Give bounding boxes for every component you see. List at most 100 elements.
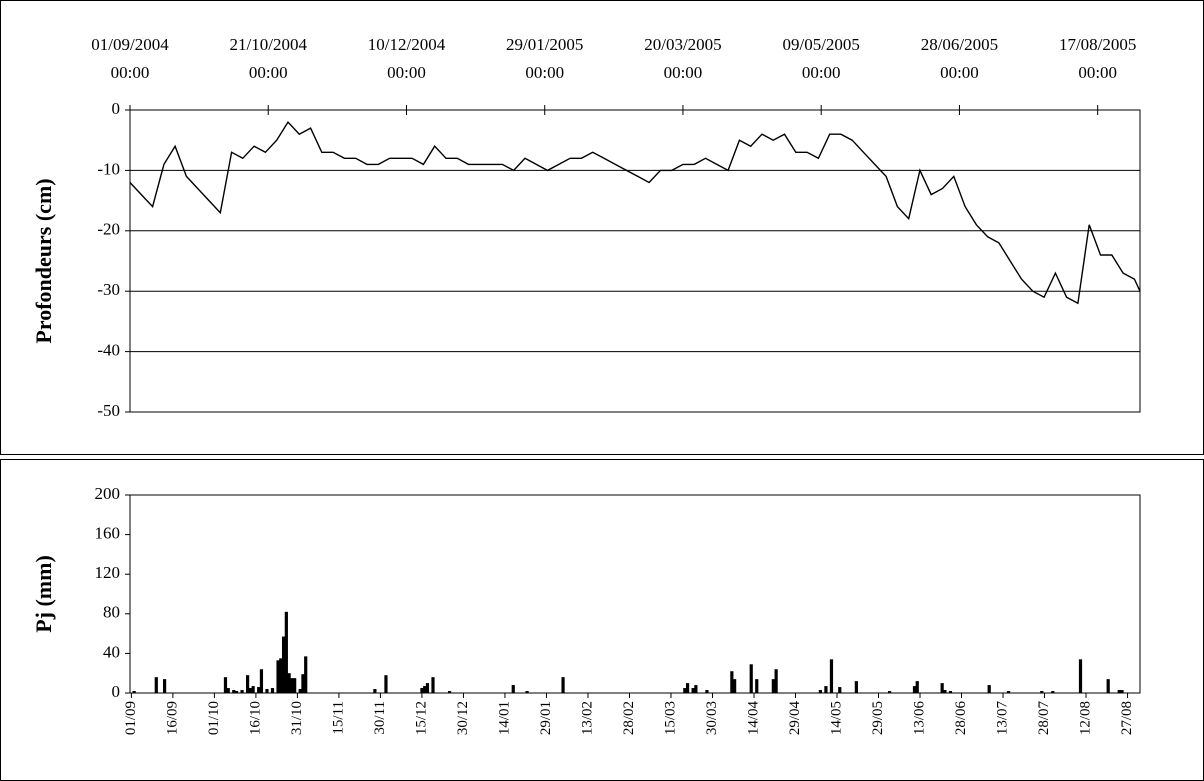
x-tick-label: 14/01 <box>496 701 512 735</box>
x-tick-label-line: 09/05/2005 <box>782 35 859 54</box>
x-tick-label: 13/06 <box>911 701 927 736</box>
bar <box>276 660 280 693</box>
bar <box>774 669 778 693</box>
y-tick-label: 40 <box>103 642 120 661</box>
x-tick-label: 14/05 <box>828 701 844 735</box>
plot-frame <box>129 494 1141 694</box>
bar <box>384 675 388 693</box>
x-tick-label-line: 17/08/2005 <box>1059 35 1136 54</box>
bar <box>1040 691 1044 693</box>
bar <box>246 675 250 693</box>
x-tick-label-line: 00:00 <box>940 63 979 82</box>
x-tick-label: 29/05 <box>870 701 886 735</box>
bar <box>730 671 734 693</box>
y-tick-label: 200 <box>95 484 121 503</box>
bar <box>234 691 239 693</box>
bar <box>287 673 291 693</box>
bar <box>251 686 255 693</box>
x-tick-label-line: 00:00 <box>664 63 703 82</box>
plot-frame <box>129 109 1141 413</box>
bar <box>824 686 828 693</box>
x-tick-label: 01/10 <box>206 701 222 735</box>
bar <box>1117 690 1121 693</box>
y-tick-label: -10 <box>97 159 120 178</box>
x-tick-label-line: 00:00 <box>1078 63 1117 82</box>
y-tick-label: -40 <box>97 341 120 360</box>
bar <box>284 611 288 693</box>
bar <box>771 679 775 693</box>
y-axis-title: Pj (mm) <box>31 555 56 633</box>
bar <box>525 691 529 693</box>
x-tick-label-line: 28/06/2005 <box>921 35 998 54</box>
bar <box>293 678 297 693</box>
bar <box>1006 691 1011 693</box>
x-tick-label: 13/07 <box>994 701 1010 736</box>
x-tick-label-line: 00:00 <box>111 63 150 82</box>
y-tick-label: 120 <box>95 563 121 582</box>
x-tick-label: 20/03/2005 00:00 <box>644 35 721 82</box>
x-tick-label: 29/04 <box>787 701 803 736</box>
bar <box>733 679 737 693</box>
x-tick-label: 12/08 <box>1077 701 1093 735</box>
bar <box>304 656 308 693</box>
bar <box>1078 659 1083 693</box>
bar <box>431 677 435 693</box>
x-tick-label: 29/01 <box>538 701 554 735</box>
bar <box>818 690 822 693</box>
x-tick-label: 15/11 <box>330 701 346 735</box>
bar <box>301 674 305 693</box>
bar <box>912 686 917 693</box>
x-tick-label: 29/01/2005 00:00 <box>506 35 583 82</box>
bar <box>755 679 759 693</box>
bar <box>232 690 236 693</box>
bar <box>705 690 709 693</box>
x-tick-label: 15/03 <box>662 701 678 735</box>
x-tick-label: 09/05/2005 00:00 <box>782 35 859 82</box>
x-tick-label-line: 29/01/2005 <box>506 35 583 54</box>
x-tick-label: 28/02 <box>621 701 637 735</box>
x-tick-label: 21/10/2004 00:00 <box>230 35 308 82</box>
bar <box>162 679 167 693</box>
x-tick-label: 30/03 <box>704 701 720 735</box>
x-tick-label-line: 00:00 <box>802 63 841 82</box>
bar <box>854 681 858 693</box>
data-line <box>129 120 1141 305</box>
bar <box>290 678 294 693</box>
bar <box>226 688 230 693</box>
bar <box>694 685 698 693</box>
bar <box>223 677 228 693</box>
bar <box>829 659 834 693</box>
bar <box>683 688 687 693</box>
bar <box>948 691 953 693</box>
x-tick-label: 30/11 <box>372 701 388 735</box>
x-tick-label: 17/08/2005 00:00 <box>1059 35 1136 82</box>
y-tick-label: 0 <box>112 682 121 701</box>
bar <box>281 636 286 693</box>
bar <box>420 688 424 693</box>
x-tick-label: 14/04 <box>745 701 761 736</box>
bar <box>943 690 947 693</box>
x-tick-label: 10/12/2004 00:00 <box>368 35 446 82</box>
bar <box>940 683 944 693</box>
y-tick-label: 160 <box>95 524 121 543</box>
bar <box>987 685 991 693</box>
bar <box>511 685 515 693</box>
bar <box>132 691 136 693</box>
x-tick-label: 28/06/2005 00:00 <box>921 35 998 82</box>
x-tick-label-line: 01/09/2004 <box>91 35 169 54</box>
y-tick-label: 80 <box>103 603 120 622</box>
bar <box>749 664 753 693</box>
bar <box>425 683 430 693</box>
bar <box>915 681 919 693</box>
x-tick-label: 27/08 <box>1119 701 1135 735</box>
x-tick-label: 16/10 <box>247 701 263 735</box>
y-axis-title: Profondeurs (cm) <box>31 178 56 343</box>
x-tick-label: 15/12 <box>413 701 429 735</box>
bar <box>887 691 892 693</box>
bar <box>154 677 158 693</box>
bar <box>685 683 690 693</box>
y-tick-label: -30 <box>97 280 120 299</box>
bar <box>248 688 252 693</box>
bar <box>240 690 244 693</box>
